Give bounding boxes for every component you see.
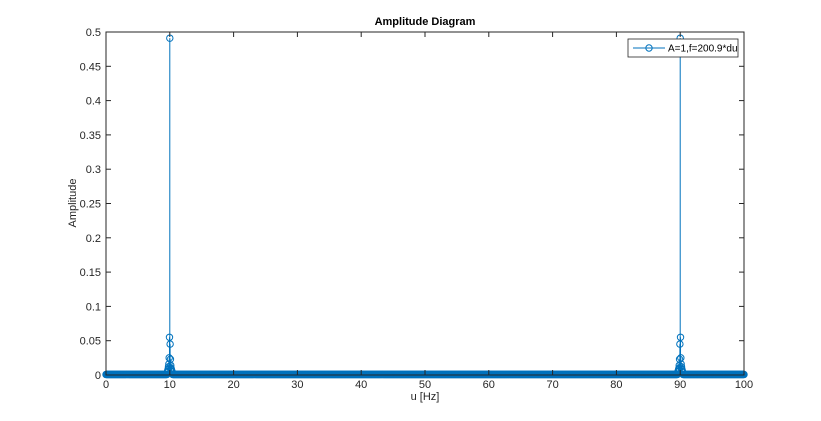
y-tick-label: 0.45: [80, 61, 101, 73]
y-tick-label: 0.35: [80, 130, 101, 142]
stem-marker: [165, 354, 173, 362]
y-tick-label: 0.5: [86, 27, 101, 39]
y-tick-label: 0.4: [86, 96, 101, 108]
y-tick-label: 0: [95, 370, 101, 382]
x-tick-label: 10: [164, 379, 176, 391]
stem-marker: [165, 333, 174, 341]
x-tick-label: 20: [227, 379, 239, 391]
y-tick-label: 0.15: [80, 267, 101, 279]
markers-layer: [102, 34, 748, 379]
x-tick-label: 50: [419, 379, 431, 391]
stem-marker: [676, 340, 684, 348]
x-axis-ticks: 0 10 20 30 40 50 60 70 80 90 100: [103, 32, 753, 391]
stem-marker: [166, 340, 174, 348]
stem-marker: [676, 333, 685, 341]
x-tick-label: 80: [610, 379, 622, 391]
x-tick-label: 100: [735, 379, 753, 391]
legend-entry-label: A=1,f=200.9*du: [668, 44, 738, 55]
x-tick-label: 30: [291, 379, 303, 391]
y-tick-label: 0.25: [80, 199, 101, 211]
y-axis-label: Amplitude: [67, 179, 79, 228]
chart-title: Amplitude Diagram: [375, 16, 476, 28]
axes-background: [106, 32, 744, 375]
x-axis-label: u [Hz]: [411, 391, 440, 403]
x-tick-label: 40: [355, 379, 367, 391]
y-axis-ticks: 0 0.05 0.1 0.15 0.2 0.25 0.3 0.35 0.4 0.45 0.5: [80, 27, 744, 382]
legend-marker-sample: [645, 44, 653, 52]
legend-box: [627, 38, 739, 58]
stem-marker: [675, 355, 684, 363]
y-tick-label: 0.2: [86, 233, 101, 245]
x-tick-label: 0: [103, 379, 109, 391]
y-tick-label: 0.05: [80, 336, 101, 348]
x-tick-label: 60: [483, 379, 495, 391]
x-tick-label: 90: [674, 379, 686, 391]
x-tick-label: 70: [546, 379, 558, 391]
legend: A=1,f=200.9*du: [627, 38, 739, 58]
y-tick-label: 0.1: [86, 301, 101, 313]
y-tick-label: 0.3: [86, 164, 101, 176]
